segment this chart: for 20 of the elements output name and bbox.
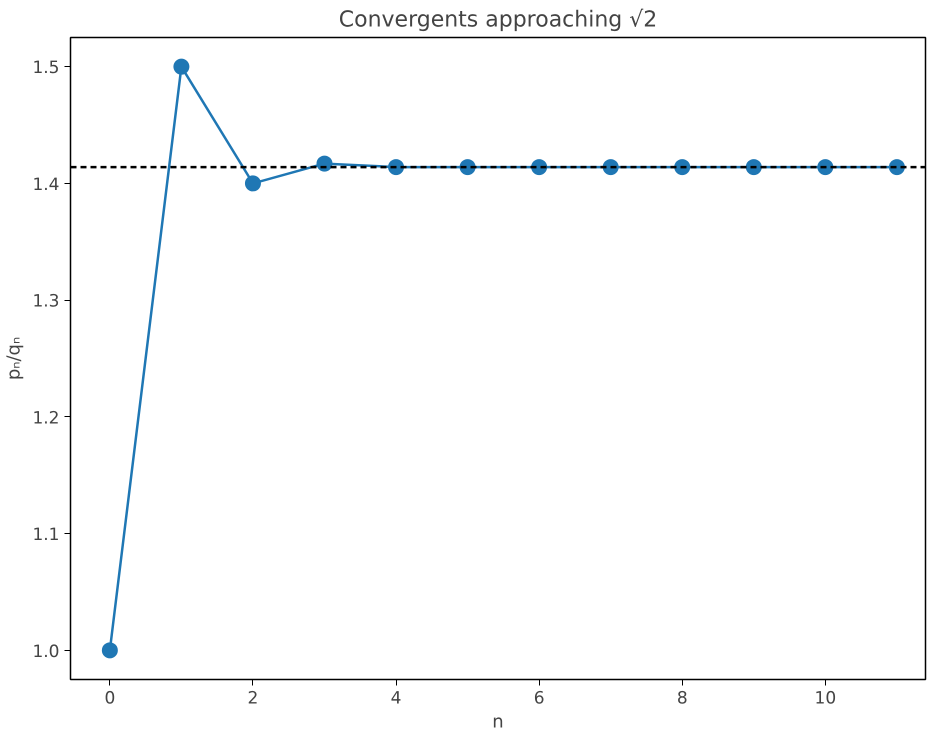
- point: [244, 175, 261, 192]
- y-tick-label: 1.0: [32, 642, 60, 662]
- x-axis-title: n: [492, 712, 504, 732]
- y-axis-title: pₙ/qₙ: [3, 336, 24, 380]
- point: [316, 156, 332, 172]
- chart-title: Convergents approaching √2: [338, 8, 658, 32]
- point: [102, 642, 118, 658]
- y-tick-label: 1.2: [32, 408, 60, 428]
- x-tick-label: 10: [814, 688, 836, 708]
- x-tick-label: 4: [390, 688, 402, 708]
- point: [746, 159, 762, 176]
- y-tick-label: 1.1: [32, 525, 60, 546]
- x-tick-label: 8: [676, 688, 688, 708]
- y-tick-label: 1.4: [32, 174, 60, 195]
- x-tick-label: 2: [248, 688, 258, 708]
- point: [173, 58, 190, 75]
- x-tick-label: 6: [534, 688, 545, 708]
- x-tick-label: 0: [104, 688, 116, 708]
- y-tick-label: 1.5: [32, 58, 60, 78]
- y-tick-label: 1.3: [32, 292, 60, 312]
